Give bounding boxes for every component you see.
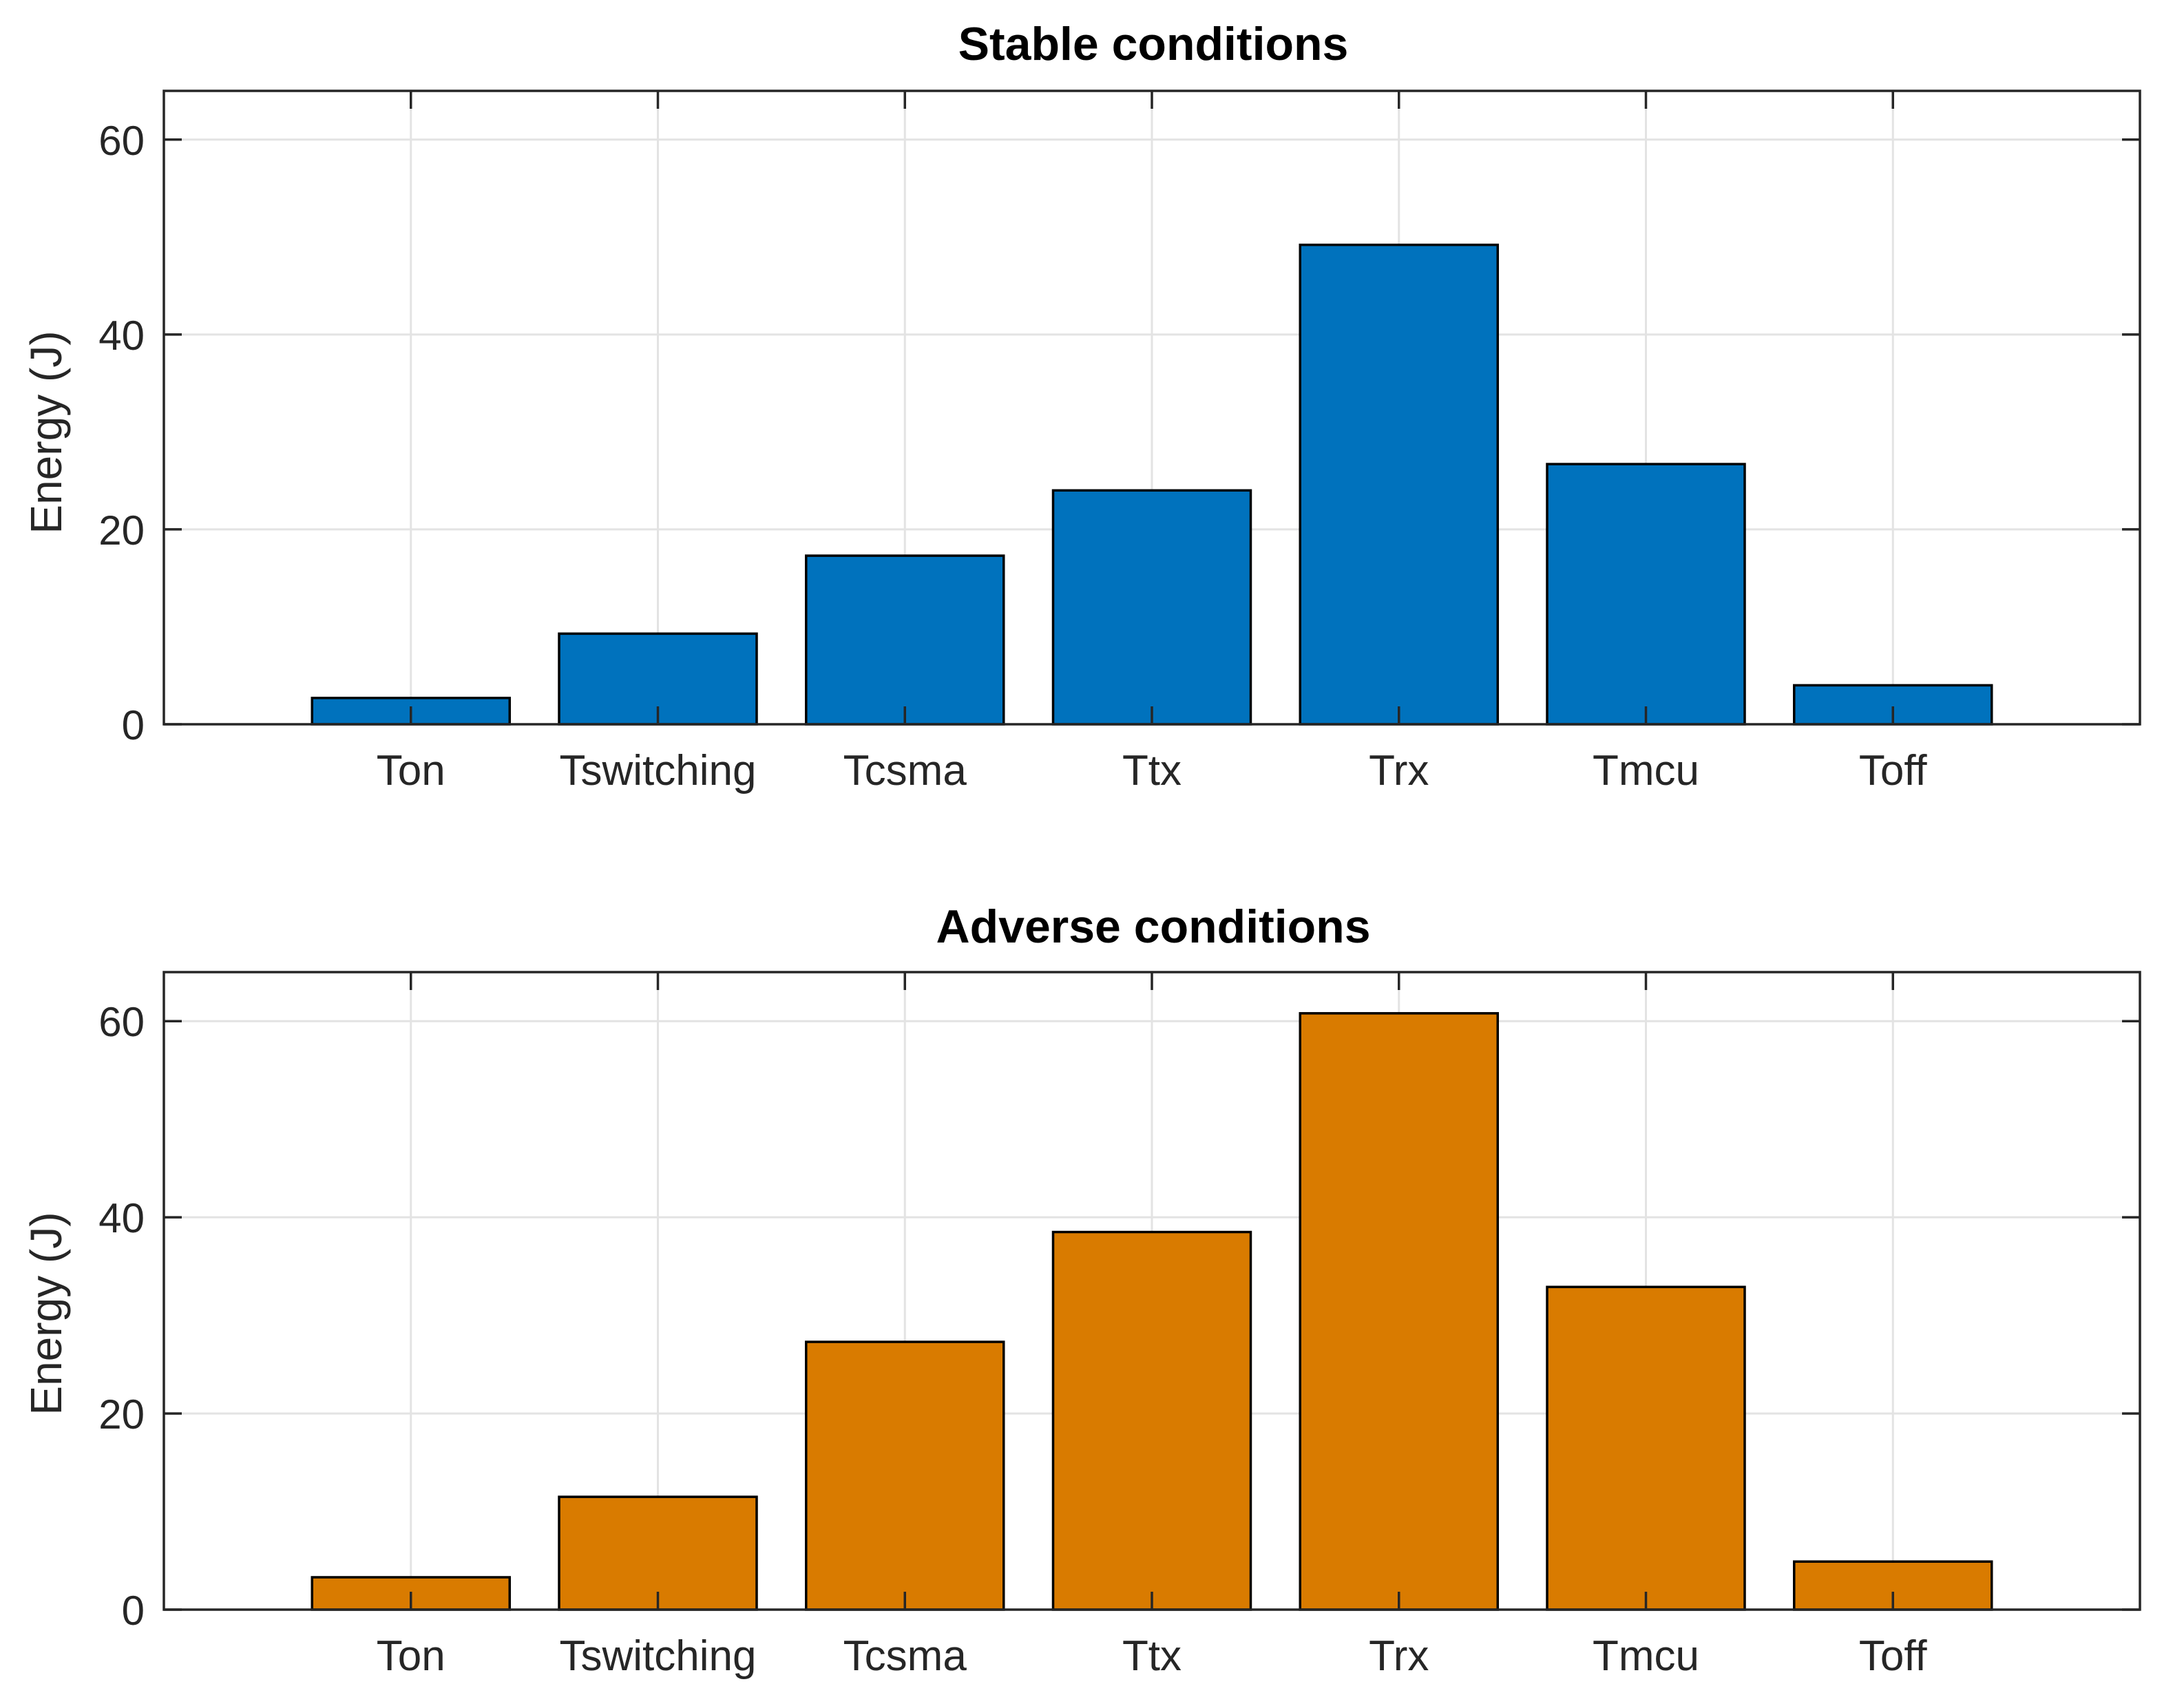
bar-trx xyxy=(1299,243,1499,726)
bar-tswitching xyxy=(558,1495,758,1611)
y-tick-label: 60 xyxy=(98,999,145,1045)
bars xyxy=(311,1012,1993,1611)
x-tick-label-toff: Toff xyxy=(1859,747,1928,794)
x-tick-label-tmcu: Tmcu xyxy=(1593,747,1699,794)
y-tick-label: 0 xyxy=(122,702,145,748)
x-tick-label-tcsma: Tcsma xyxy=(843,1632,967,1680)
chart-adverse-conditions: Adverse conditions Energy (J) 0 20 40 60 Ton… xyxy=(21,901,2141,1680)
ticks: 0 20 40 60 Ton Tswitching Tcsma Ttx Trx Tmcu Toff xyxy=(98,91,2140,794)
x-tick-label-tmcu: Tmcu xyxy=(1593,1632,1699,1680)
x-tick-label-tcsma: Tcsma xyxy=(843,747,967,794)
bar-tmcu xyxy=(1546,1285,1746,1611)
bar-tmcu xyxy=(1546,463,1746,726)
bar-tcsma xyxy=(805,554,1005,726)
y-tick-label: 0 xyxy=(122,1588,145,1634)
x-tick-label-toff: Toff xyxy=(1859,1632,1928,1680)
y-axis-label: Energy (J) xyxy=(21,330,71,534)
chart-stable-conditions: Stable conditions Energy (J) 0 20 40 60 Ton T… xyxy=(21,18,2141,794)
x-tick-label-trx: Trx xyxy=(1369,747,1429,794)
y-tick-label: 20 xyxy=(98,507,145,554)
bar-trx xyxy=(1299,1012,1499,1611)
bar-ttx xyxy=(1051,489,1252,726)
x-tick-label-ton: Ton xyxy=(377,1632,445,1680)
y-tick-label: 40 xyxy=(98,313,145,359)
x-tick-label-trx: Trx xyxy=(1369,1632,1429,1680)
x-tick-label-tswitching: Tswitching xyxy=(560,747,757,794)
bar-tcsma xyxy=(805,1340,1005,1611)
x-tick-label-tswitching: Tswitching xyxy=(560,1632,757,1680)
y-axis-label: Energy (J) xyxy=(21,1212,71,1415)
chart-title: Adverse conditions xyxy=(936,901,1370,953)
x-tick-label-ton: Ton xyxy=(377,747,445,794)
y-tick-label: 60 xyxy=(98,118,145,164)
ticks: 0 20 40 60 Ton Tswitching Tcsma Ttx Trx Tmcu Toff xyxy=(98,972,2140,1680)
y-tick-label: 20 xyxy=(98,1391,145,1438)
y-tick-label: 40 xyxy=(98,1195,145,1241)
x-tick-label-ttx: Ttx xyxy=(1122,1632,1182,1680)
x-tick-label-ttx: Ttx xyxy=(1122,747,1182,794)
chart-title: Stable conditions xyxy=(958,18,1349,70)
bars xyxy=(311,243,1993,726)
bar-ttx xyxy=(1051,1230,1252,1611)
